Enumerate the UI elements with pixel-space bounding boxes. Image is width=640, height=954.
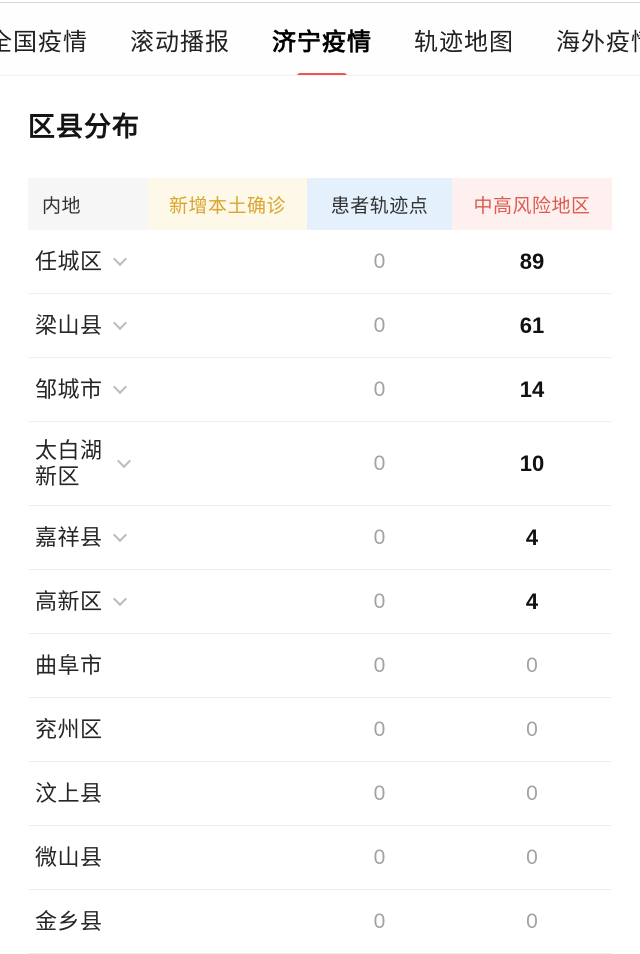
track-points-value: 0 [373,451,386,475]
district-name-cell: 太白湖新区 [28,438,307,490]
top-divider [0,0,640,3]
chevron-down-icon [112,591,127,607]
section-title: 区县分布 [28,112,140,142]
page-content: 区县分布 内地 新增本土确诊 患者轨迹点 中高风险地区 任城区 0 89 梁山县… [0,110,640,954]
district-name: 高新区 [35,588,103,614]
risk-areas-value: 89 [519,248,545,274]
district-name-cell: 兖州区 [28,717,307,743]
district-name-cell: 高新区 [28,589,307,615]
table-row[interactable]: 汶上县 0 0 [28,762,612,826]
risk-areas-value: 4 [525,524,539,550]
table-header-row: 内地 新增本土确诊 患者轨迹点 中高风险地区 [28,178,612,230]
risk-areas-value: 4 [525,588,539,614]
table-row[interactable]: 高新区 0 4 [28,570,612,634]
table-row[interactable]: 兖州区 0 0 [28,698,612,762]
district-name-cell: 微山县 [28,845,307,871]
district-name-cell: 曲阜市 [28,653,307,679]
risk-areas-value: 0 [526,909,538,933]
risk-areas-value: 0 [526,717,538,741]
track-points-value: 0 [373,313,386,337]
district-name: 微山县 [35,844,103,870]
district-name: 太白湖新区 [35,437,103,489]
column-header-mid-high-risk-areas[interactable]: 中高风险地区 [452,178,612,230]
risk-areas-value: 14 [519,376,545,402]
table-row[interactable]: 微山县 0 0 [28,826,612,890]
district-name-cell: 金乡县 [28,909,307,935]
tab-item-3[interactable]: 济宁疫情 [272,22,372,57]
track-points-value: 0 [373,781,386,805]
column-header-patient-track-points[interactable]: 患者轨迹点 [307,178,452,230]
chevron-down-icon [112,527,127,543]
table-row[interactable]: 任城区 0 89 [28,230,612,294]
track-points-value: 0 [373,845,386,869]
district-name: 嘉祥县 [35,524,103,550]
table-row[interactable]: 金乡县 0 0 [28,890,612,954]
risk-areas-value: 0 [526,781,538,805]
district-name: 汶上县 [35,780,103,806]
tab-item-2[interactable]: 滚动播报 [130,28,230,56]
tab-bar-inner: 全国疫情 滚动播报 济宁疫情 轨迹地图 海外疫情 [0,3,640,75]
district-name-cell: 汶上县 [28,781,307,807]
district-name-cell: 任城区 [28,249,307,275]
district-name-cell: 梁山县 [28,313,307,339]
risk-areas-value: 0 [526,845,538,869]
tab-item-4[interactable]: 轨迹地图 [414,28,514,56]
table-row[interactable]: 曲阜市 0 0 [28,634,612,698]
district-name-cell: 邹城市 [28,377,307,403]
district-name: 兖州区 [35,716,103,742]
chevron-down-icon [112,315,127,331]
risk-areas-value: 61 [519,312,545,338]
track-points-value: 0 [373,525,386,549]
track-points-value: 0 [373,909,386,933]
district-name: 任城区 [35,248,103,274]
district-name-cell: 嘉祥县 [28,525,307,551]
tab-bar: 全国疫情 滚动播报 济宁疫情 轨迹地图 海外疫情 [0,3,640,76]
chevron-down-icon [116,453,132,469]
track-points-value: 0 [373,589,386,613]
chevron-down-icon [112,251,127,267]
district-table-body: 任城区 0 89 梁山县 0 61 邹城市 0 14 太白湖新区 0 10 嘉祥… [28,230,612,954]
district-name: 梁山县 [35,312,103,338]
district-name: 金乡县 [35,908,103,934]
chevron-down-icon [112,379,127,395]
track-points-value: 0 [373,717,386,741]
table-row[interactable]: 太白湖新区 0 10 [28,422,612,506]
risk-areas-value: 0 [526,653,538,677]
district-name: 曲阜市 [35,652,103,678]
track-points-value: 0 [373,653,386,677]
risk-areas-value: 10 [519,450,545,476]
tab-item-1[interactable]: 全国疫情 [0,28,88,56]
tab-item-5[interactable]: 海外疫情 [556,28,640,56]
district-name: 邹城市 [35,376,103,402]
table-row[interactable]: 邹城市 0 14 [28,358,612,422]
table-row[interactable]: 梁山县 0 61 [28,294,612,358]
column-header-mainland: 内地 [28,178,148,230]
track-points-value: 0 [373,249,386,273]
table-row[interactable]: 嘉祥县 0 4 [28,506,612,570]
track-points-value: 0 [373,377,386,401]
column-header-new-local-confirmed[interactable]: 新增本土确诊 [148,178,307,230]
